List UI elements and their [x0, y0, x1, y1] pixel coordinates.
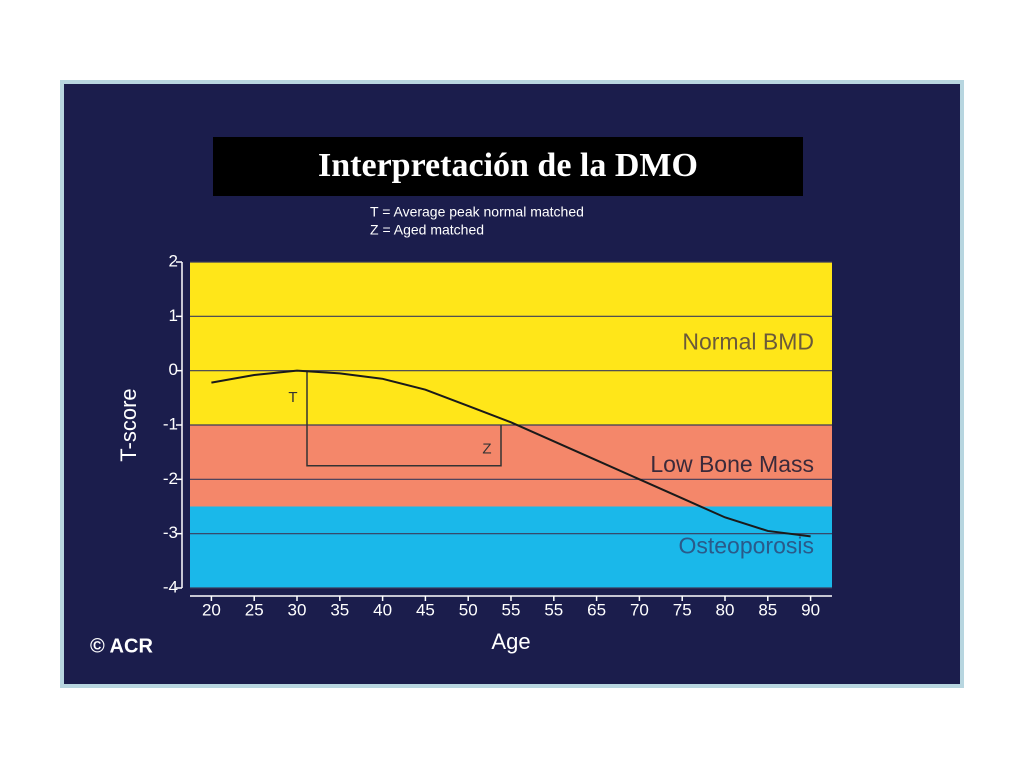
x-tick-label: 25 — [245, 600, 264, 619]
curve — [211, 369, 811, 538]
x-tick-label: 30 — [288, 600, 307, 619]
y-tick-label: 0 — [169, 360, 178, 379]
band-label: Osteoporosis — [678, 532, 814, 558]
x-tick-label: 45 — [416, 600, 435, 619]
slide-title: Interpretación de la DMO — [318, 147, 698, 184]
x-tick-label: 40 — [373, 600, 392, 619]
x-tick-label: 55 — [544, 600, 563, 619]
annotation: Z — [482, 440, 491, 457]
y-tick-label: 2 — [169, 251, 178, 270]
y-tick-label: -2 — [163, 469, 178, 488]
x-axis-label: Age — [491, 629, 530, 654]
title-box — [213, 137, 803, 196]
y-tick-label: -4 — [163, 577, 178, 596]
y-axis-label: T-score — [116, 388, 141, 461]
band-label: Normal BMD — [682, 329, 814, 355]
x-tick-label: 75 — [673, 600, 692, 619]
band — [190, 425, 832, 507]
x-tick-label: 55 — [502, 600, 521, 619]
x-tick-label: 20 — [202, 600, 221, 619]
annotation: T — [288, 389, 297, 406]
credit: © ACR — [90, 635, 153, 657]
x-tick-label: 50 — [459, 600, 478, 619]
x-tick-label: 70 — [630, 600, 649, 619]
x-tick-label: 65 — [587, 600, 606, 619]
band — [190, 506, 832, 588]
subtitle: T = Average peak normal matched — [370, 204, 584, 220]
subtitle: Z = Aged matched — [370, 222, 484, 238]
x-tick-label: 35 — [330, 600, 349, 619]
y-tick-label: -1 — [163, 414, 178, 433]
bracket — [306, 370, 502, 467]
x-tick-label: 85 — [758, 600, 777, 619]
x-tick-label: 80 — [716, 600, 735, 619]
band-label: Low Bone Mass — [650, 451, 814, 477]
y-tick-label: 1 — [169, 306, 178, 325]
band — [190, 262, 832, 425]
x-tick-label: 90 — [801, 600, 820, 619]
y-tick-label: -3 — [163, 523, 178, 542]
